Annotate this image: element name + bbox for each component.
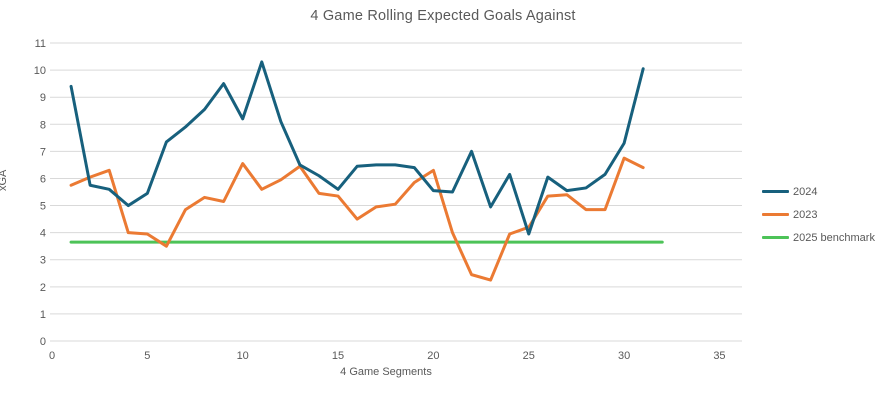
- y-tick-label: 4: [40, 228, 46, 240]
- x-tick-label: 30: [618, 350, 630, 362]
- y-axis-title-text: xGA: [0, 169, 9, 191]
- x-tick-label: 35: [713, 350, 725, 362]
- legend-item-2024: 2024: [762, 180, 875, 203]
- x-tick-label: 5: [144, 350, 150, 362]
- y-tick-label: 3: [40, 255, 46, 267]
- y-tick-label: 1: [40, 309, 46, 321]
- y-tick-label: 9: [40, 92, 46, 104]
- series-line-2024: [69, 60, 645, 236]
- y-tick-label: 2: [40, 282, 46, 294]
- legend: 2024 2023 2025 benchmark: [762, 180, 875, 249]
- series-line-2023: [69, 156, 645, 282]
- y-tick-label: 10: [34, 65, 46, 77]
- x-axis-title: 4 Game Segments: [340, 366, 432, 378]
- y-tick-label: 0: [40, 336, 46, 348]
- x-tick-label: 25: [523, 350, 535, 362]
- legend-label-2025-benchmark: 2025 benchmark: [793, 231, 875, 244]
- y-tick-label: 8: [40, 119, 46, 131]
- legend-item-2023: 2023: [762, 203, 875, 226]
- legend-item-2025-benchmark: 2025 benchmark: [762, 226, 875, 249]
- legend-label-2024: 2024: [793, 185, 818, 198]
- chart-title: 4 Game Rolling Expected Goals Against: [310, 8, 576, 24]
- x-tick-label: 20: [427, 350, 439, 362]
- y-tick-label: 7: [40, 146, 46, 158]
- x-tick-label: 10: [237, 350, 249, 362]
- y-tick-label: 5: [40, 201, 46, 213]
- legend-label-2023: 2023: [793, 208, 818, 221]
- legend-swatch-2023-line-icon: [762, 213, 789, 216]
- x-tick-label: 15: [332, 350, 344, 362]
- legend-swatch-2025-benchmark-line-icon: [762, 236, 789, 239]
- x-tick-label: 0: [49, 350, 55, 362]
- y-tick-label: 11: [35, 38, 46, 50]
- legend-swatch-2024-line-icon: [762, 190, 789, 193]
- y-tick-label: 6: [40, 173, 46, 185]
